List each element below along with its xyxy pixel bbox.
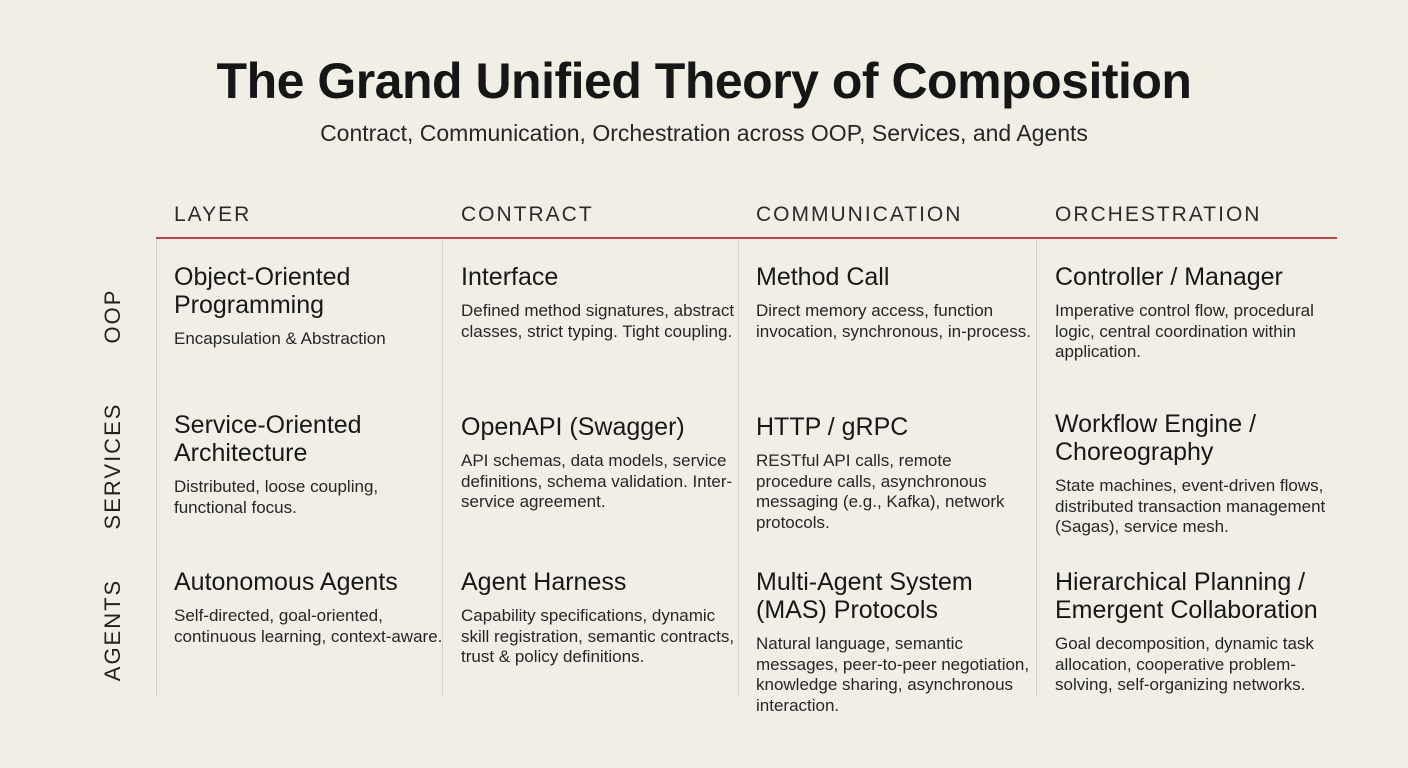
cell-description: RESTful API calls, remote procedure call… <box>756 451 1005 532</box>
cell-title: Interface <box>461 263 559 291</box>
cell-title: OpenAPI (Swagger) <box>461 413 685 441</box>
cell-title: Workflow Engine / Choreography <box>1055 410 1257 466</box>
column-divider <box>1036 239 1037 697</box>
column-header-contract: CONTRACT <box>461 203 594 226</box>
cell-title: Agent Harness <box>461 568 627 596</box>
cell-agents-orchestration: Hierarchical Planning / Emergent Collabo… <box>1055 568 1330 696</box>
cell-title: Controller / Manager <box>1055 263 1283 291</box>
cell-title: Service-Oriented Architecture <box>174 411 362 467</box>
cell-services-layer: Service-Oriented Architecture Distribute… <box>174 411 449 518</box>
column-header-orchestration: ORCHESTRATION <box>1055 203 1262 226</box>
cell-services-communication: HTTP / gRPC RESTful API calls, remote pr… <box>756 413 1031 533</box>
cell-description: Natural language, semantic messages, pee… <box>756 634 1030 715</box>
cell-description: Goal decomposition, dynamic task allocat… <box>1055 634 1314 694</box>
cell-description: Defined method signatures, abstract clas… <box>461 301 735 341</box>
diagram-subtitle: Contract, Communication, Orchestration a… <box>320 120 1088 146</box>
cell-oop-orchestration: Controller / Manager Imperative control … <box>1055 263 1330 363</box>
row-label-agents: AGENTS <box>100 578 125 682</box>
cell-services-contract: OpenAPI (Swagger) API schemas, data mode… <box>461 413 736 513</box>
column-divider <box>156 239 157 697</box>
cell-services-orchestration: Workflow Engine / Choreography State mac… <box>1055 410 1330 538</box>
cell-description: Capability specifications, dynamic skill… <box>461 606 735 666</box>
cell-description: Distributed, loose coupling, functional … <box>174 477 379 517</box>
cell-description: Encapsulation & Abstraction <box>174 329 386 348</box>
diagram-title: The Grand Unified Theory of Composition <box>216 53 1192 109</box>
cell-title: Method Call <box>756 263 890 291</box>
cell-description: Self-directed, goal-oriented, continuous… <box>174 606 443 646</box>
column-header-layer: LAYER <box>174 203 252 226</box>
cell-oop-communication: Method Call Direct memory access, functi… <box>756 263 1031 342</box>
cell-title: Multi-Agent System (MAS) Protocols <box>756 568 973 624</box>
column-divider <box>738 239 739 697</box>
cell-oop-contract: Interface Defined method signatures, abs… <box>461 263 736 342</box>
cell-description: State machines, event-driven flows, dist… <box>1055 476 1326 536</box>
cell-title: Hierarchical Planning / Emergent Collabo… <box>1055 568 1318 624</box>
cell-description: Direct memory access, function invocatio… <box>756 301 1031 341</box>
cell-agents-layer: Autonomous Agents Self-directed, goal-or… <box>174 568 449 647</box>
header-divider <box>156 237 1337 239</box>
cell-title: Autonomous Agents <box>174 568 398 596</box>
cell-title: Object-Oriented Programming <box>174 263 351 319</box>
column-header-communication: COMMUNICATION <box>756 203 963 226</box>
cell-description: Imperative control flow, procedural logi… <box>1055 301 1314 361</box>
column-divider <box>442 239 443 697</box>
cell-oop-layer: Object-Oriented Programming Encapsulatio… <box>174 263 449 350</box>
cell-title: HTTP / gRPC <box>756 413 909 441</box>
cell-agents-contract: Agent Harness Capability specifications,… <box>461 568 736 668</box>
cell-agents-communication: Multi-Agent System (MAS) Protocols Natur… <box>756 568 1031 716</box>
cell-description: API schemas, data models, service defini… <box>461 451 733 511</box>
